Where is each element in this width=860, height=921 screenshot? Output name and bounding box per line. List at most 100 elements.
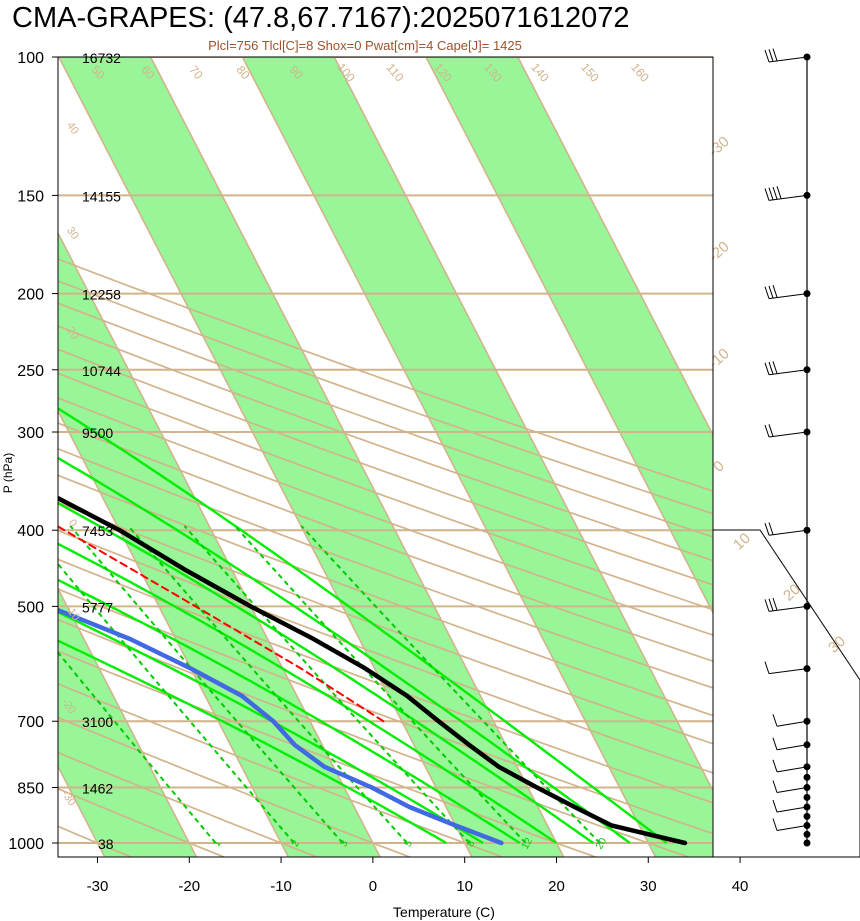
wind-barb-staff [768, 668, 808, 675]
wind-level-dot [803, 793, 811, 801]
chart-subtitle: Plcl=756 Tlcl[C]=8 Shox=0 Pwat[cm]=4 Cap… [208, 38, 522, 53]
y-axis-label: P (hPa) [1, 453, 15, 493]
dry-adiabat-line [58, 302, 713, 538]
mixing-ratio-lines [58, 525, 601, 844]
mixing-ratio-line [183, 525, 471, 844]
dry-adiabat-lines [58, 258, 713, 857]
dry-adiabat-label: 20 [64, 325, 81, 342]
wind-barb-staff [768, 605, 808, 612]
x-axis-label: Temperature (C) [393, 904, 495, 920]
wind-barb [772, 597, 778, 611]
wind-barb [772, 361, 778, 374]
mixing-ratio-label: 2 [290, 838, 303, 849]
dry-adiabat-line [58, 447, 713, 689]
wind-level-dot [803, 773, 811, 781]
wind-barb [772, 714, 778, 727]
mixing-ratio-label: 5 [403, 838, 416, 849]
dry-adiabat-line [58, 558, 713, 804]
isotherm-band [58, 588, 197, 857]
wind-barb [772, 818, 778, 831]
moist-adiabat-line [58, 542, 558, 845]
height-label: 16732 [82, 50, 121, 66]
dry-adiabat-line [58, 650, 599, 857]
wind-barb-staff [776, 720, 808, 727]
wind-level-dot [803, 839, 811, 847]
dry-adiabat-line [58, 682, 506, 857]
wind-barb-staff [776, 806, 808, 813]
mixing-ratio-line [234, 525, 527, 844]
mixing-ratio-line [58, 650, 217, 844]
y-tick-label: 1000 [8, 836, 44, 853]
temperature-line [58, 495, 688, 846]
y-tick-label: 100 [17, 50, 44, 67]
wind-barb [768, 49, 774, 62]
dewpoint-line [58, 607, 504, 846]
axes: 1001502002503004005007008501000167321415… [8, 50, 748, 895]
chart-title: CMA-GRAPES: (47.8,67.7167):2025071612072 [12, 2, 629, 34]
x-tick-label: 40 [732, 878, 749, 895]
wind-barb-staff [776, 824, 808, 831]
isotherm-line [241, 57, 657, 857]
wind-barb [764, 286, 770, 299]
dry-adiabat-line [58, 422, 713, 663]
dry-adiabat-line [58, 372, 713, 611]
moist-adiabat-line [58, 501, 594, 844]
isotherm-lines [58, 57, 713, 857]
isotherm-band [58, 57, 564, 857]
dry-adiabat-label: 40 [64, 120, 81, 137]
isotherm-band [0, 21, 14, 860]
height-label: 7453 [82, 523, 113, 539]
isotherm-label: 20 [780, 581, 804, 605]
wind-barb [768, 598, 774, 611]
moist-adiabat-line [58, 456, 631, 844]
isotherm-line [58, 57, 473, 857]
wind-barb-staff [768, 56, 808, 63]
y-tick-label: 850 [17, 781, 44, 798]
y-tick-label: 200 [17, 287, 44, 304]
isotherm-line [58, 587, 198, 857]
isotherm-label: 10 [730, 530, 754, 554]
x-tick-label: -30 [87, 878, 109, 895]
wind-barb [772, 48, 778, 61]
dry-adiabat-line [58, 325, 713, 562]
wind-barb [772, 737, 778, 750]
wind-barb [764, 424, 770, 438]
dry-adiabat-line [58, 348, 713, 586]
wind-barb [768, 187, 774, 200]
wind-barb [772, 799, 778, 813]
x-tick-label: -10 [270, 878, 292, 895]
y-tick-label: 300 [17, 425, 44, 442]
wind-barb [764, 49, 770, 63]
wind-barb-staff [768, 194, 808, 201]
wind-barb [768, 424, 774, 437]
wind-barb-staff [776, 766, 808, 773]
mixing-ratio-label: 20 [594, 836, 609, 852]
wind-level-dot [803, 812, 811, 820]
mixing-ratio-label: 1 [211, 838, 224, 849]
y-tick-label: 400 [17, 523, 44, 540]
wind-barb [772, 285, 778, 298]
wind-panel-outline [713, 529, 860, 858]
dry-adiabat-line [58, 280, 713, 515]
wind-barb [764, 523, 770, 536]
mixing-ratio-label: 3 [338, 838, 351, 849]
parcel-line [58, 525, 385, 723]
dry-adiabat-line [58, 716, 413, 857]
mixing-ratio-line [58, 562, 295, 844]
mixing-ratio-label: 8 [465, 838, 478, 849]
dry-adiabat-label: 0 [66, 517, 79, 529]
wind-profile [713, 48, 860, 858]
isotherm-line [425, 57, 713, 615]
wind-barb [764, 362, 770, 375]
wind-barb [772, 186, 778, 200]
dry-adiabat-line [58, 474, 713, 717]
height-label: 12258 [82, 287, 121, 303]
wind-level-dot [803, 830, 811, 838]
isotherm-line [58, 231, 382, 857]
y-tick-label: 700 [17, 714, 44, 731]
wind-barb-staff [776, 787, 808, 794]
y-tick-label: 250 [17, 363, 44, 380]
isotherm-line [333, 57, 713, 793]
wind-barb [776, 186, 782, 199]
x-tick-label: 20 [548, 878, 565, 895]
